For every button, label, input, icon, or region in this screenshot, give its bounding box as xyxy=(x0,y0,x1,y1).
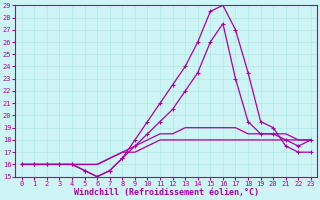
X-axis label: Windchill (Refroidissement éolien,°C): Windchill (Refroidissement éolien,°C) xyxy=(74,188,259,197)
